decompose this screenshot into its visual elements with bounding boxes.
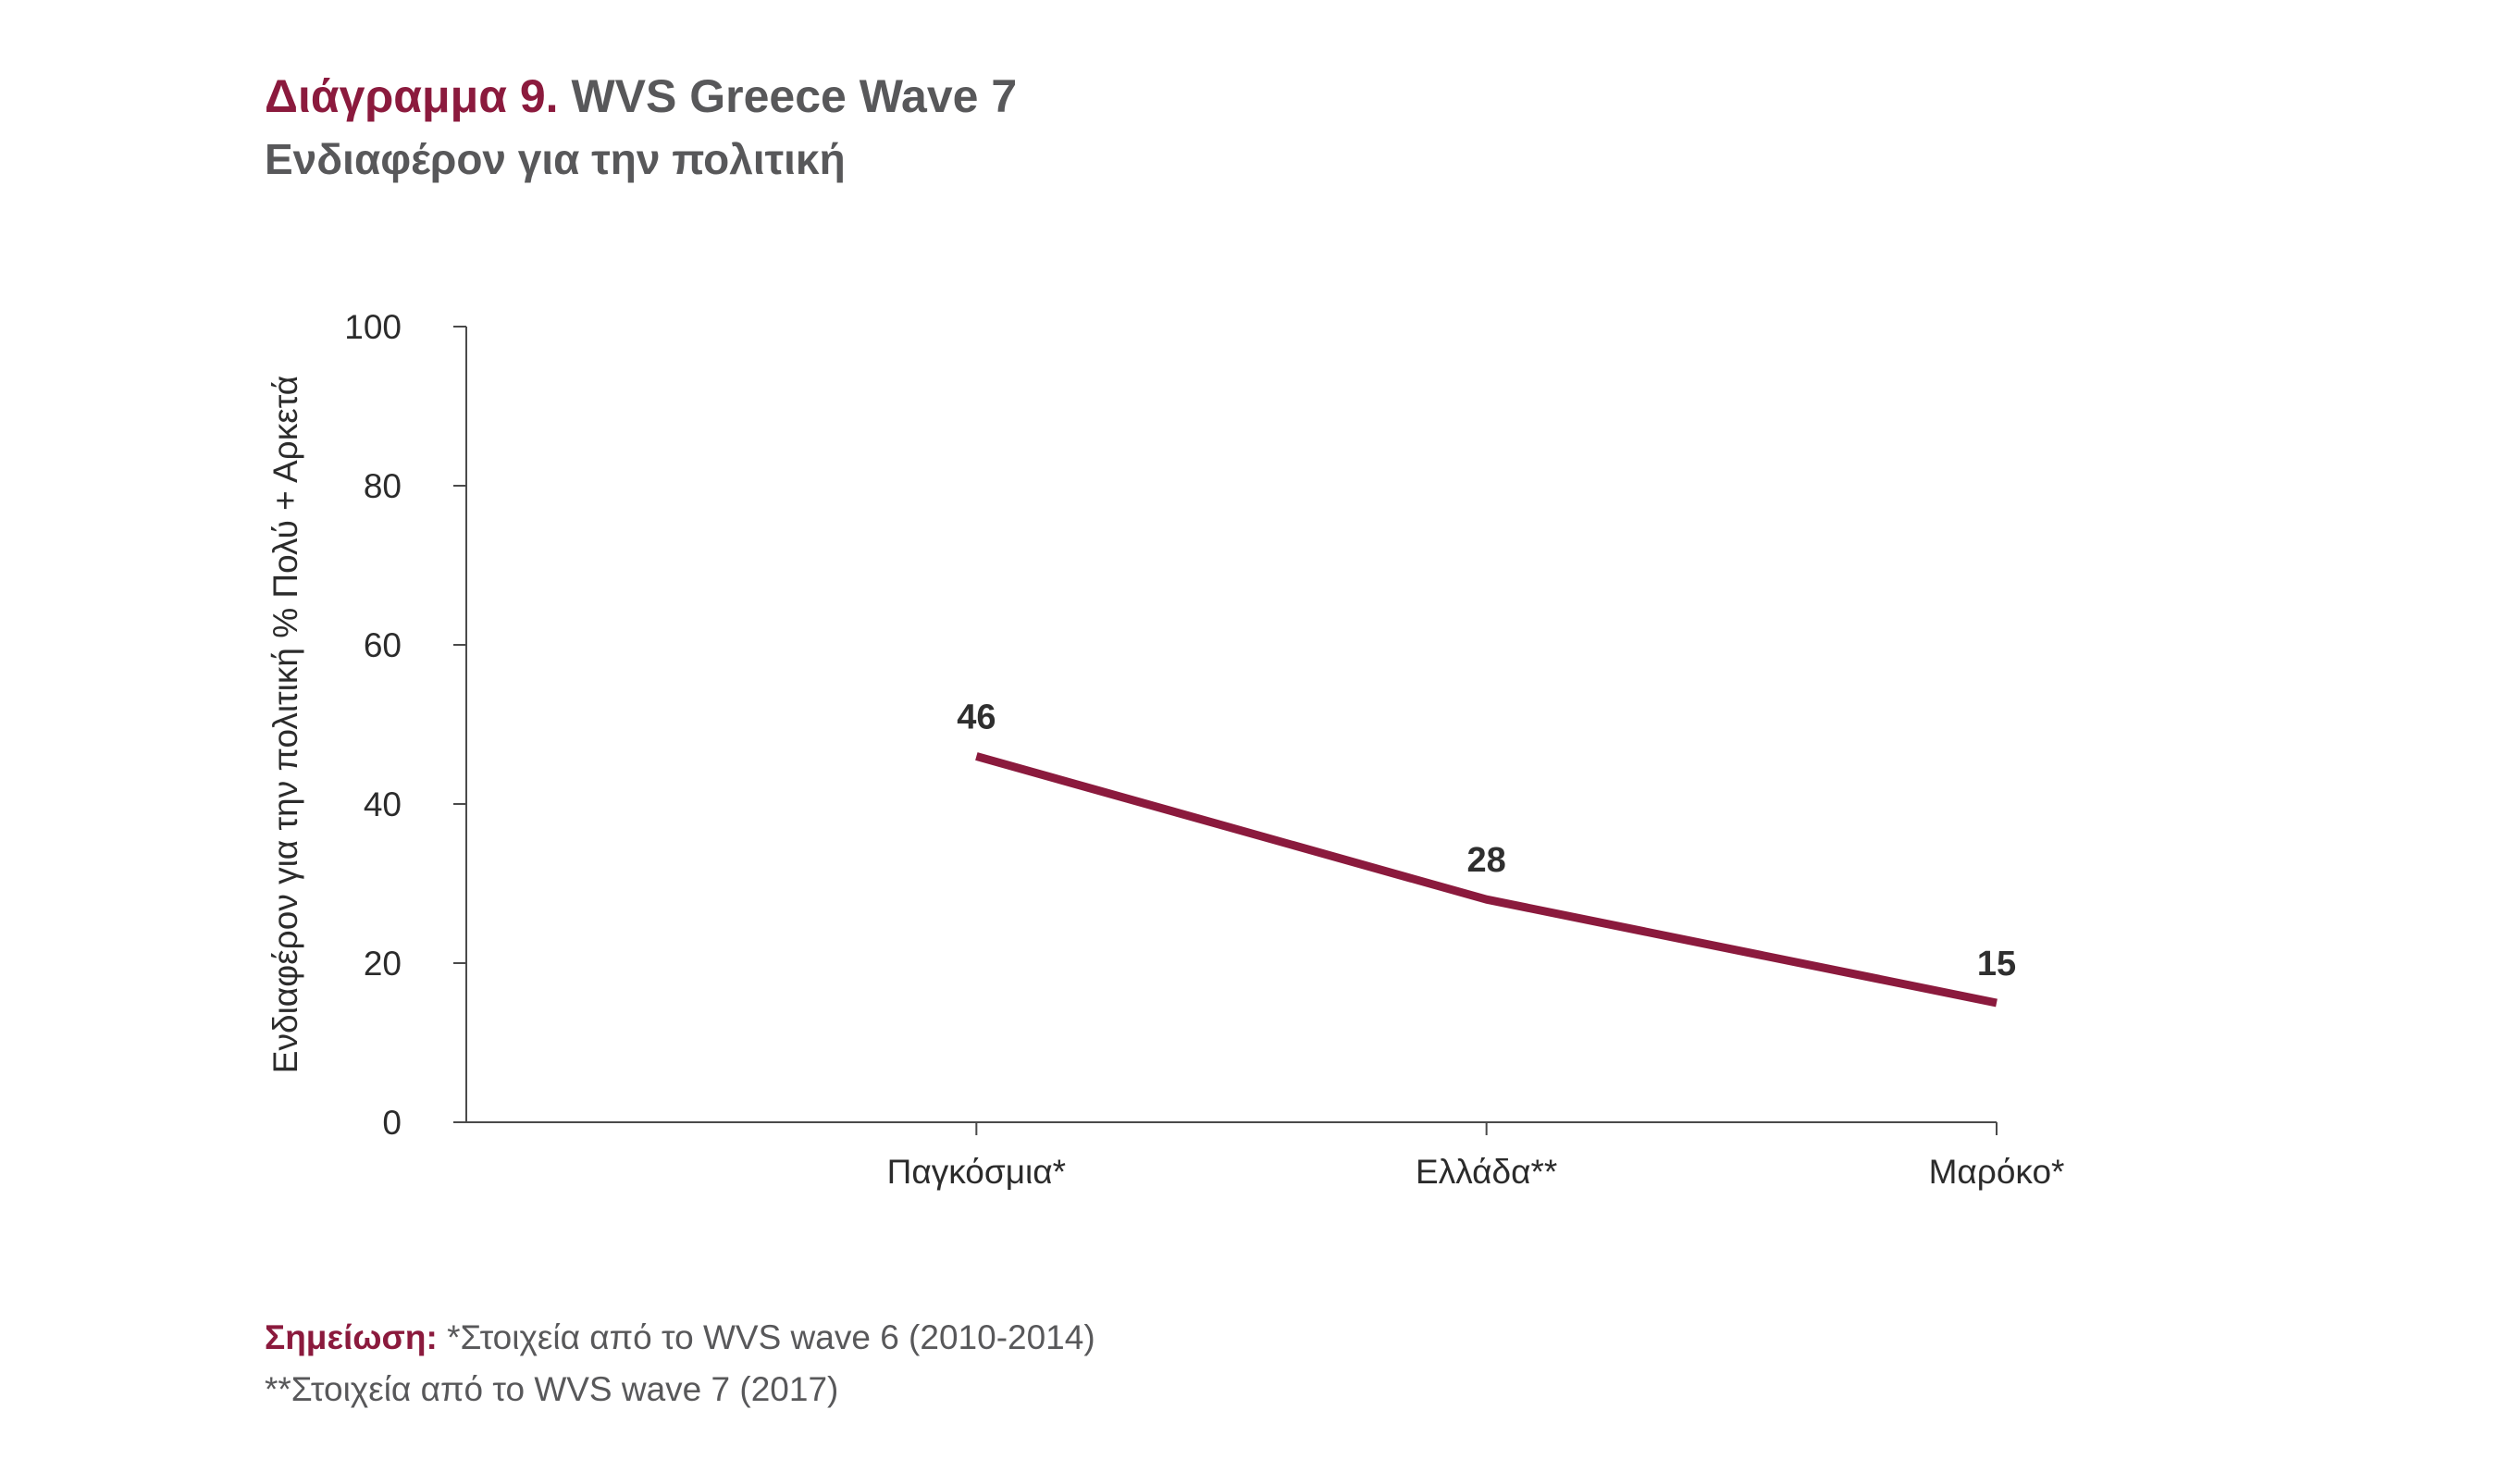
chart-subtitle: Ενδιαφέρον για την πολιτική [265, 135, 846, 183]
data-label: 46 [957, 698, 996, 736]
y-tick-label: 40 [364, 785, 402, 823]
y-tick-label: 0 [382, 1104, 402, 1142]
note-line-2: **Στοιχεία από το WVS wave 7 (2017) [265, 1370, 839, 1408]
chart-title: Διάγραμμα 9. WVS Greece Wave 7 [265, 65, 1017, 128]
data-labels: 46 28 15 [957, 698, 2016, 983]
y-tick-label: 80 [364, 467, 402, 505]
note-label: Σημείωση: [265, 1318, 438, 1356]
y-axis-ticks: 0 20 40 60 80 100 [344, 308, 466, 1142]
x-category-label: Ελλάδα** [1416, 1153, 1557, 1191]
x-category-label: Παγκόσμια* [887, 1153, 1066, 1191]
note-line-1: Σημείωση: *Στοιχεία από το WVS wave 6 (2… [265, 1312, 1095, 1364]
chart-number: Διάγραμμα 9. [265, 70, 559, 122]
data-label: 28 [1467, 841, 1506, 880]
chart-title-main: WVS Greece Wave 7 [571, 70, 1018, 122]
y-axis-title: Ενδιαφέρον για την πολιτική % Πολύ + Αρκ… [266, 376, 304, 1073]
y-tick-label: 20 [364, 945, 402, 983]
y-tick-label: 60 [364, 626, 402, 664]
data-label: 15 [1977, 945, 2016, 983]
chart-axes [465, 327, 1997, 1123]
chart-notes: Σημείωση: *Στοιχεία από το WVS wave 6 (2… [265, 1312, 1095, 1416]
note-text-1: *Στοιχεία από το WVS wave 6 (2010-2014) [447, 1318, 1095, 1356]
chart-title-block: Διάγραμμα 9. WVS Greece Wave 7 Ενδιαφέρο… [265, 65, 1017, 191]
series-line [975, 752, 1998, 1008]
y-tick-label: 100 [344, 308, 402, 346]
series-group [975, 752, 1998, 1008]
x-category-label: Μαρόκο* [1929, 1153, 2065, 1191]
x-axis-ticks: Παγκόσμια* Ελλάδα** Μαρόκο* [887, 1122, 2065, 1191]
